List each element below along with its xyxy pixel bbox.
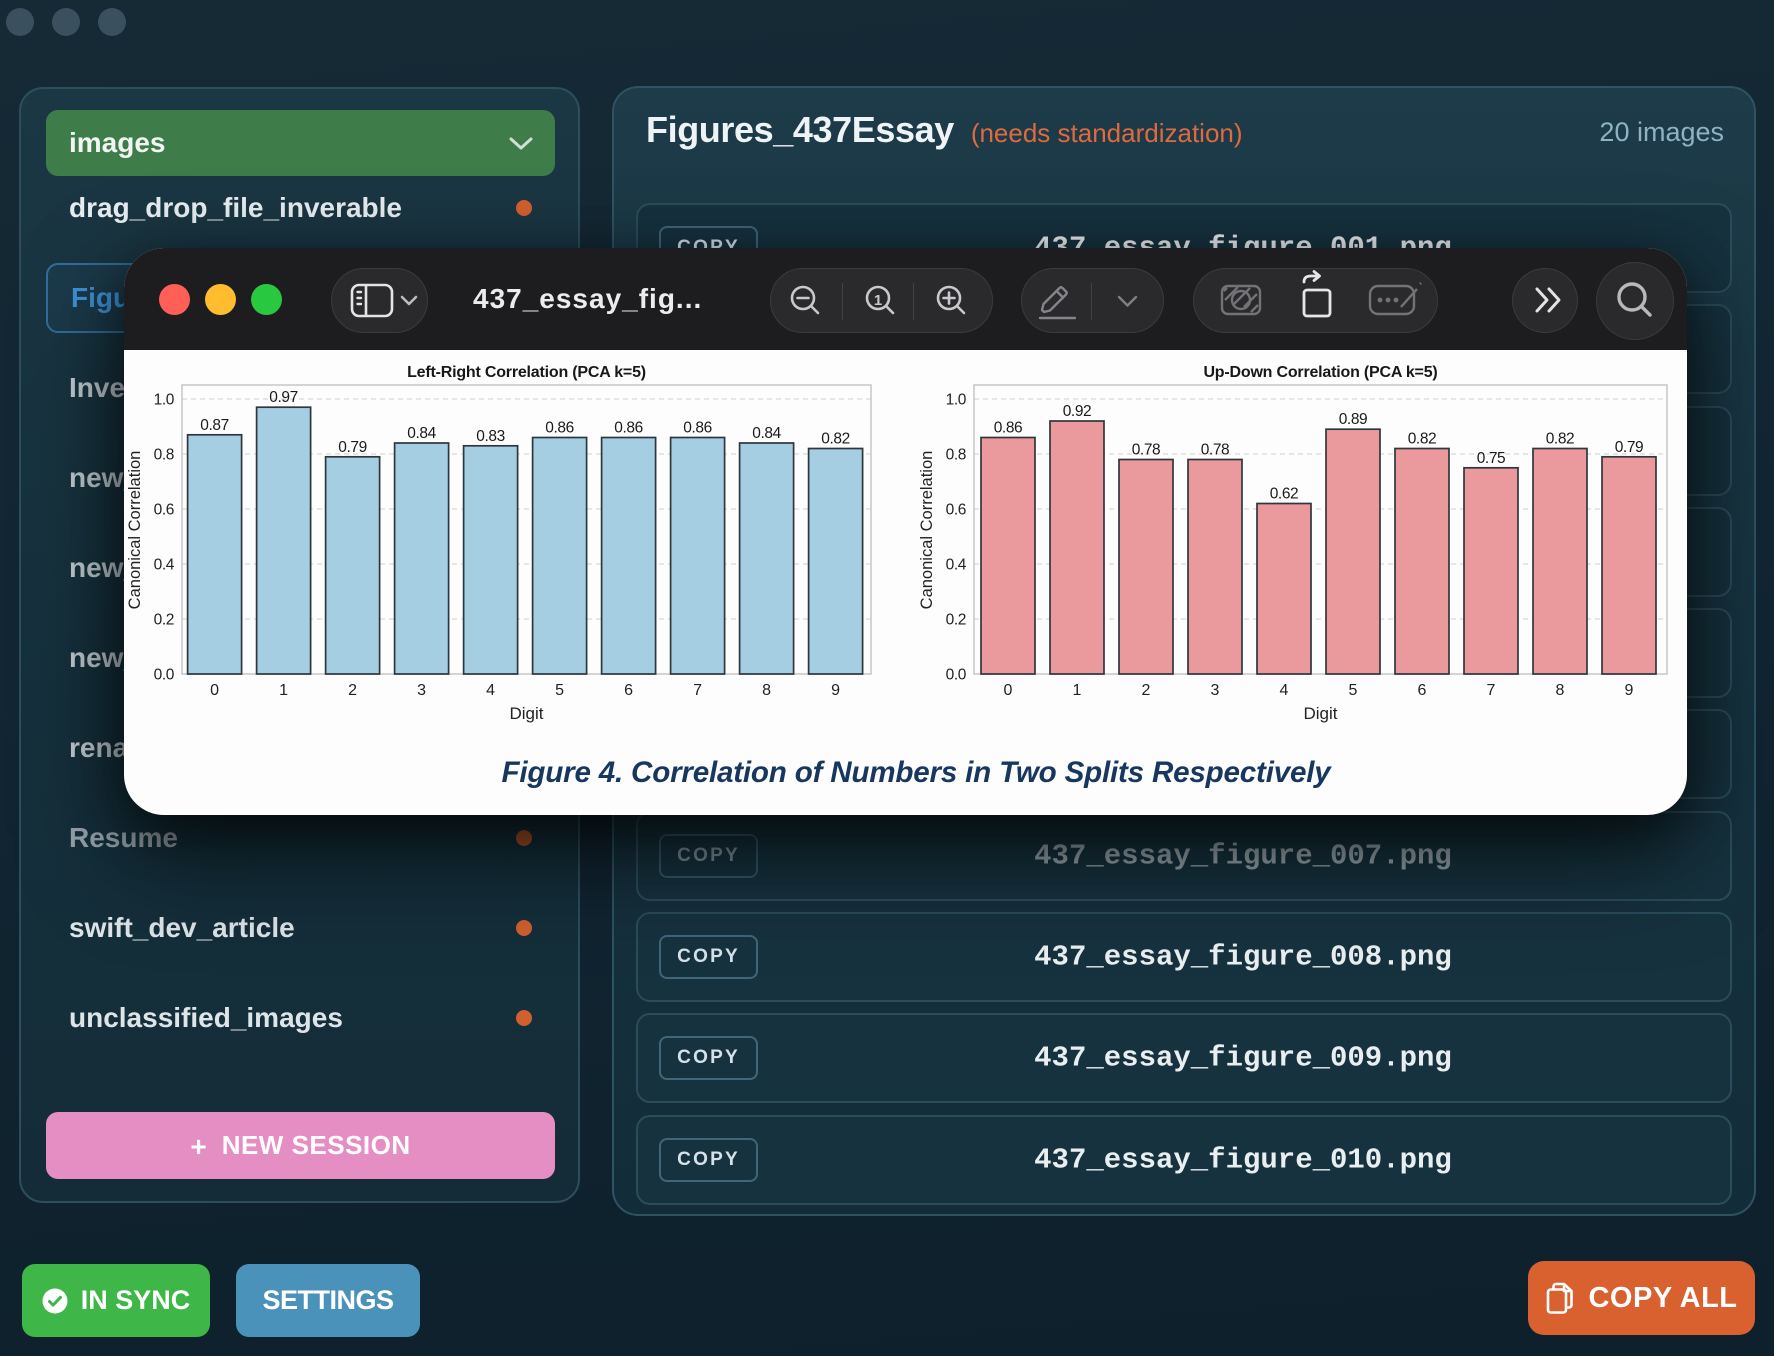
- svg-text:Left-Right Correlation (PCA k=: Left-Right Correlation (PCA k=5): [407, 364, 646, 381]
- svg-text:3: 3: [1211, 682, 1220, 699]
- svg-text:3: 3: [417, 682, 426, 699]
- svg-text:0.86: 0.86: [614, 420, 643, 437]
- svg-text:7: 7: [1487, 682, 1496, 699]
- svg-text:8: 8: [1556, 682, 1565, 699]
- svg-text:9: 9: [1625, 682, 1634, 699]
- svg-text:1: 1: [1073, 682, 1082, 699]
- svg-text:0.6: 0.6: [946, 502, 966, 519]
- svg-text:0.4: 0.4: [154, 557, 175, 574]
- svg-text:0.82: 0.82: [821, 431, 850, 448]
- svg-text:0.8: 0.8: [946, 447, 966, 464]
- svg-text:0.92: 0.92: [1063, 403, 1092, 420]
- svg-text:6: 6: [624, 682, 633, 699]
- svg-text:0.89: 0.89: [1339, 411, 1368, 428]
- svg-text:0: 0: [210, 682, 219, 699]
- svg-text:8: 8: [762, 682, 771, 699]
- svg-text:0: 0: [1004, 682, 1013, 699]
- svg-text:4: 4: [1280, 682, 1289, 699]
- svg-text:1.0: 1.0: [946, 392, 967, 409]
- svg-text:5: 5: [555, 682, 564, 699]
- svg-text:0.86: 0.86: [545, 420, 574, 437]
- svg-text:0.84: 0.84: [407, 425, 436, 442]
- svg-text:0.79: 0.79: [1615, 439, 1644, 456]
- svg-text:0.2: 0.2: [154, 612, 174, 629]
- svg-text:4: 4: [486, 682, 495, 699]
- svg-text:0.83: 0.83: [476, 428, 505, 445]
- svg-text:0.62: 0.62: [1270, 486, 1299, 503]
- svg-text:Figure 4. Correlation of Numbe: Figure 4. Correlation of Numbers in Two …: [501, 756, 1332, 789]
- svg-text:0.4: 0.4: [946, 557, 967, 574]
- svg-text:0.2: 0.2: [946, 612, 966, 629]
- svg-text:Digit: Digit: [509, 704, 543, 723]
- svg-text:0.0: 0.0: [154, 667, 175, 684]
- svg-text:Up-Down Correlation (PCA k=5): Up-Down Correlation (PCA k=5): [1203, 364, 1437, 381]
- svg-text:2: 2: [348, 682, 357, 699]
- svg-text:0.78: 0.78: [1201, 442, 1230, 459]
- svg-text:1: 1: [279, 682, 288, 699]
- svg-text:2: 2: [1142, 682, 1151, 699]
- svg-text:Canonical Correlation: Canonical Correlation: [126, 451, 144, 610]
- svg-text:0.97: 0.97: [269, 389, 298, 406]
- svg-text:0.87: 0.87: [200, 417, 229, 434]
- svg-text:0.0: 0.0: [946, 667, 967, 684]
- svg-text:1.0: 1.0: [154, 392, 175, 409]
- svg-text:0.82: 0.82: [1408, 431, 1437, 448]
- svg-text:5: 5: [1349, 682, 1358, 699]
- svg-text:0.84: 0.84: [752, 425, 781, 442]
- svg-text:0.79: 0.79: [338, 439, 367, 456]
- svg-text:Canonical Correlation: Canonical Correlation: [918, 451, 936, 610]
- svg-text:Digit: Digit: [1303, 704, 1337, 723]
- svg-text:0.82: 0.82: [1546, 431, 1575, 448]
- svg-text:0.86: 0.86: [994, 420, 1023, 437]
- svg-text:0.86: 0.86: [683, 420, 712, 437]
- svg-text:0.6: 0.6: [154, 502, 174, 519]
- svg-text:0.8: 0.8: [154, 447, 174, 464]
- svg-text:9: 9: [831, 682, 840, 699]
- svg-text:1: 1: [874, 292, 882, 309]
- svg-text:0.78: 0.78: [1132, 442, 1161, 459]
- svg-text:6: 6: [1418, 682, 1427, 699]
- svg-text:0.75: 0.75: [1477, 450, 1506, 467]
- svg-text:7: 7: [693, 682, 702, 699]
